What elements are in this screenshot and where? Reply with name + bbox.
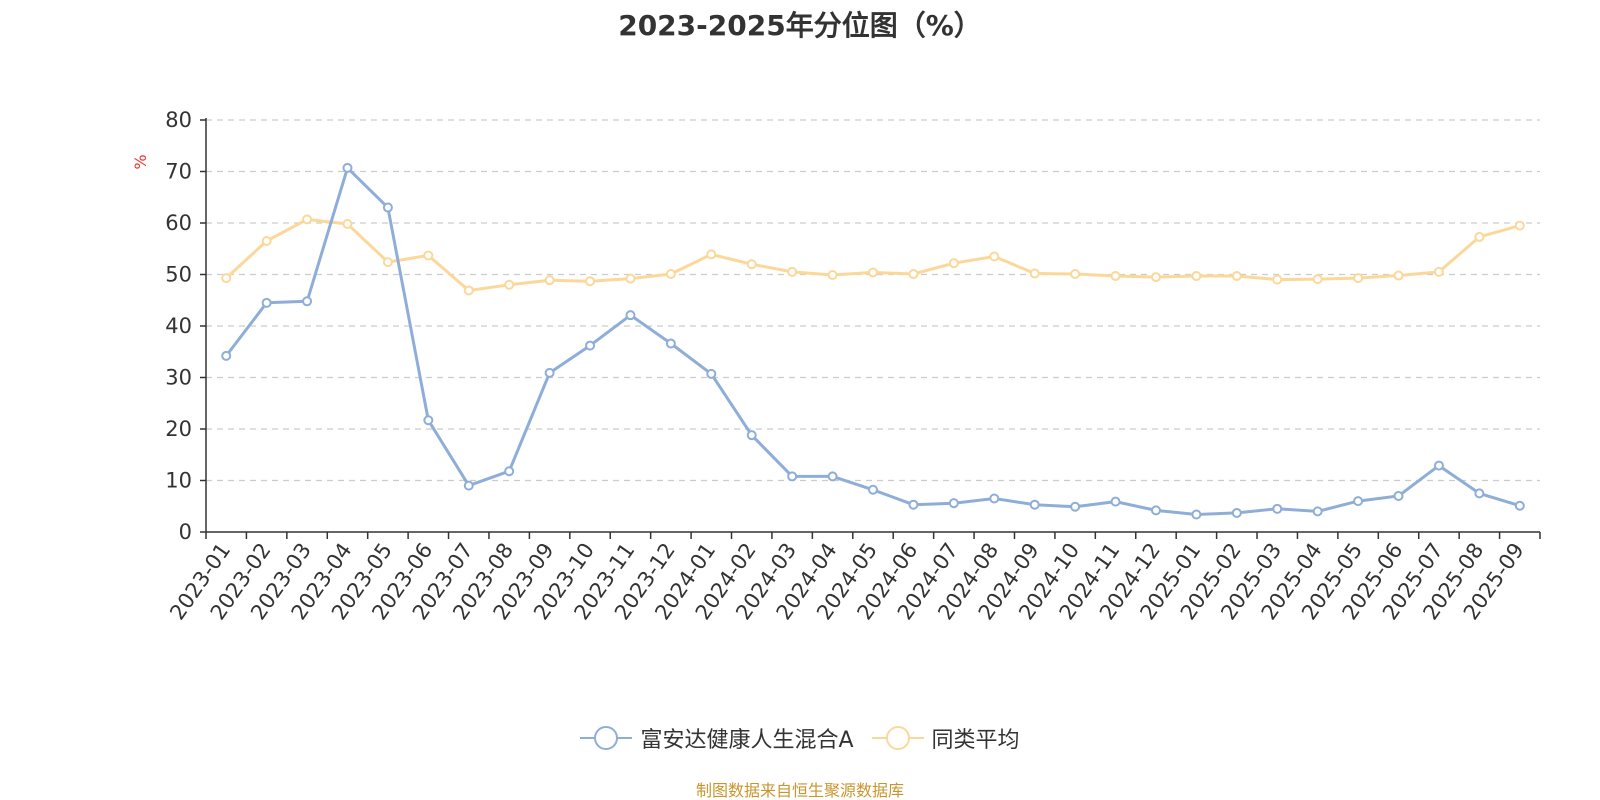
y-tick-label: 80 bbox=[165, 108, 192, 132]
data-point-average[interactable] bbox=[1514, 220, 1525, 231]
data-point-fund[interactable] bbox=[1070, 501, 1081, 512]
legend-label-average: 同类平均 bbox=[931, 728, 1020, 753]
data-point-fund[interactable] bbox=[463, 480, 474, 491]
y-tick-label: 50 bbox=[165, 263, 192, 287]
data-point-fund[interactable] bbox=[827, 471, 838, 482]
data-point-average[interactable] bbox=[1231, 271, 1242, 282]
data-point-fund[interactable] bbox=[1231, 507, 1242, 518]
data-point-fund[interactable] bbox=[1150, 505, 1161, 516]
data-point-fund[interactable] bbox=[1312, 506, 1323, 517]
data-point-fund[interactable] bbox=[625, 310, 636, 321]
legend-marker-fund-icon bbox=[580, 726, 633, 750]
y-tick-label: 0 bbox=[179, 520, 192, 544]
data-point-fund[interactable] bbox=[1191, 509, 1202, 520]
axes: 010203040506070802023-012023-022023-0320… bbox=[165, 108, 1541, 624]
y-axis-label: % bbox=[131, 154, 150, 169]
data-point-average[interactable] bbox=[302, 214, 313, 225]
series-line-average bbox=[224, 217, 1522, 292]
data-point-average[interactable] bbox=[625, 273, 636, 284]
data-point-fund[interactable] bbox=[746, 430, 757, 441]
data-point-fund[interactable] bbox=[868, 484, 878, 495]
data-point-average[interactable] bbox=[1191, 271, 1202, 282]
data-point-average[interactable] bbox=[463, 285, 474, 296]
legend-marker-average-icon bbox=[871, 726, 924, 750]
data-point-fund[interactable] bbox=[1474, 488, 1485, 499]
chart-title: 2023-2025年分位图（%） bbox=[618, 9, 982, 42]
data-point-average[interactable] bbox=[706, 249, 717, 260]
data-point-fund[interactable] bbox=[1029, 499, 1040, 510]
data-point-average[interactable] bbox=[1312, 274, 1323, 285]
data-point-fund[interactable] bbox=[1393, 490, 1404, 501]
data-point-average[interactable] bbox=[1272, 274, 1283, 285]
data-point-average[interactable] bbox=[1070, 268, 1081, 279]
data-point-fund[interactable] bbox=[423, 415, 434, 426]
data-point-fund[interactable] bbox=[585, 340, 596, 351]
data-point-average[interactable] bbox=[1474, 231, 1485, 242]
data-point-average[interactable] bbox=[544, 275, 555, 286]
data-point-fund[interactable] bbox=[1433, 460, 1444, 471]
y-tick-label: 60 bbox=[165, 211, 192, 235]
y-tick-label: 10 bbox=[165, 469, 192, 493]
data-point-fund[interactable] bbox=[382, 202, 393, 213]
legend-item-average[interactable]: 同类平均 bbox=[871, 722, 1020, 754]
data-point-fund[interactable] bbox=[706, 368, 717, 379]
series bbox=[221, 162, 1525, 520]
data-point-fund[interactable] bbox=[908, 499, 919, 510]
data-point-average[interactable] bbox=[504, 279, 515, 290]
data-point-average[interactable] bbox=[585, 276, 596, 287]
data-point-fund[interactable] bbox=[302, 296, 313, 307]
data-point-fund[interactable] bbox=[1272, 503, 1283, 514]
data-point-fund[interactable] bbox=[1514, 500, 1525, 511]
data-point-average[interactable] bbox=[1433, 266, 1444, 277]
data-point-average[interactable] bbox=[1110, 271, 1121, 282]
data-point-average[interactable] bbox=[1353, 273, 1364, 284]
data-point-average[interactable] bbox=[908, 268, 919, 279]
data-point-fund[interactable] bbox=[1353, 496, 1364, 507]
data-point-average[interactable] bbox=[746, 259, 757, 270]
data-point-average[interactable] bbox=[261, 236, 272, 247]
data-point-fund[interactable] bbox=[948, 498, 959, 509]
data-point-average[interactable] bbox=[1029, 268, 1040, 279]
y-tick-label: 40 bbox=[165, 314, 192, 338]
data-point-fund[interactable] bbox=[261, 297, 272, 308]
legend: 富安达健康人生混合A 同类平均 bbox=[0, 722, 1600, 754]
data-point-average[interactable] bbox=[868, 267, 878, 278]
data-point-fund[interactable] bbox=[544, 367, 555, 378]
data-point-average[interactable] bbox=[221, 273, 232, 284]
y-tick-label: 20 bbox=[165, 417, 192, 441]
legend-label-fund: 富安达健康人生混合A bbox=[640, 728, 854, 753]
data-point-average[interactable] bbox=[1150, 272, 1161, 283]
series-line-fund bbox=[224, 166, 1522, 516]
legend-item-fund[interactable]: 富安达健康人生混合A bbox=[580, 722, 854, 754]
y-tick-label: 70 bbox=[165, 160, 192, 184]
data-point-average[interactable] bbox=[787, 266, 798, 277]
data-point-average[interactable] bbox=[989, 251, 1000, 262]
data-point-average[interactable] bbox=[342, 219, 353, 230]
data-point-fund[interactable] bbox=[665, 338, 676, 349]
y-tick-label: 30 bbox=[165, 366, 192, 390]
data-point-fund[interactable] bbox=[504, 466, 515, 477]
data-point-fund[interactable] bbox=[787, 471, 798, 482]
data-point-average[interactable] bbox=[382, 257, 393, 268]
data-point-average[interactable] bbox=[948, 258, 959, 269]
data-point-average[interactable] bbox=[423, 250, 434, 261]
data-point-fund[interactable] bbox=[342, 162, 353, 173]
data-point-fund[interactable] bbox=[989, 493, 1000, 504]
source-note: 制图数据来自恒生聚源数据库 bbox=[695, 781, 904, 800]
data-point-fund[interactable] bbox=[221, 350, 232, 361]
data-point-average[interactable] bbox=[665, 268, 676, 279]
data-point-average[interactable] bbox=[827, 270, 838, 281]
data-point-fund[interactable] bbox=[1110, 496, 1121, 507]
data-point-average[interactable] bbox=[1393, 270, 1404, 281]
